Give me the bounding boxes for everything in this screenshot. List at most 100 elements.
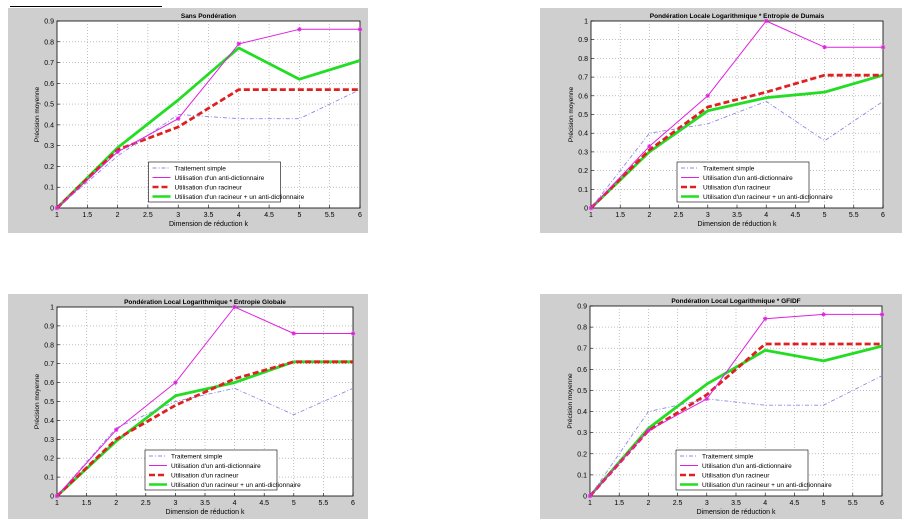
x-tick-label: 4.5 [264,212,274,219]
legend-label: Traitement simple [171,454,223,461]
series-line-utilisation-d-un-anti-dictionnaire [56,306,353,497]
series-line-utilisation-d-un-racineur [56,88,360,210]
data-point-utilisation-d-un-anti-dictionnaire [764,18,769,24]
x-tick-label: 4 [233,500,237,507]
chart-svg: 1 1.5 2 2.5 3 3.5 4 4.5 5 5.5 6 0 0.1 0.2 0.3 0.4 0.5 0.6… [34,299,356,516]
y-tick-label: 0.8 [577,325,587,332]
x-axis-label: Dimension de réduction k [698,221,777,228]
y-tick-label: 0.6 [578,93,588,100]
series-line-utilisation-d-un-anti-dictionnaire [56,28,360,209]
data-point-utilisation-d-un-anti-dictionnaire [54,205,60,211]
x-tick-label: 2 [646,500,650,507]
y-tick-label: 1 [584,19,588,26]
y-axis-label: Précision moyenne [34,86,41,142]
y-tick-label: 0.3 [44,143,54,150]
x-tick-label: 4 [237,212,241,219]
x-tick-label: 2.5 [141,500,151,507]
series-line-utilisation-d-un-racineur [56,360,353,498]
y-tick-label: 0.2 [578,168,588,175]
y-tick-label: 0.3 [44,437,54,444]
legend-label: Utilisation d'un racineur [702,473,770,480]
series-line-utilisation-d-un-racineur [590,73,883,209]
x-tick-label: 4.5 [259,500,269,507]
y-tick-label: 0.7 [44,361,54,368]
chart-panel-entropie-globale: 1 1.5 2 2.5 3 3.5 4 4.5 5 5.5 6 0 0.1 0.2 0.3 0.4 0.5 0.6… [8,294,368,519]
y-tick-label: 0 [583,494,587,501]
x-tick-label: 3.5 [200,500,210,507]
legend-label: Traitement simple [703,166,755,173]
x-tick-label: 5 [297,212,301,219]
x-tick-label: 6 [351,500,355,507]
data-point-utilisation-d-un-anti-dictionnaire [763,316,768,321]
data-point-utilisation-d-un-anti-dictionnaire [297,27,302,32]
x-tick-label: 3.5 [731,500,741,507]
x-tick-label: 3 [173,500,177,507]
x-tick-label: 1.5 [82,212,92,219]
chart-title: Sans Pondération [181,13,236,20]
legend-label: Utilisation d'un anti-dictionnaire [703,175,793,182]
y-tick-label: 0.5 [44,102,54,109]
y-tick-label: 0.2 [44,456,54,463]
x-tick-label: 5 [292,500,296,507]
x-tick-label: 1 [55,500,59,507]
data-point-utilisation-d-un-anti-dictionnaire [232,304,237,310]
y-axis-label: Précision moyenne [568,86,575,142]
x-tick-label: 6 [881,212,885,219]
data-point-utilisation-d-un-anti-dictionnaire [704,396,709,402]
series-line-traitement-simple [56,387,354,497]
y-tick-label: 0.1 [44,185,54,192]
y-tick-label: 1 [50,305,54,312]
y-axis-label: Précision moyenne [34,373,41,429]
data-point-utilisation-d-un-anti-dictionnaire [588,205,594,211]
legend-label: Utilisation d'un anti-dictionnaire [702,463,792,470]
y-tick-label: 0.6 [577,367,587,374]
y-tick-label: 0.3 [578,149,588,156]
chart-svg: 1 1.5 2 2.5 3 3.5 4 4.5 5 5.5 6 0 0.1 0.2 0.3 0.4 0.5 0.6… [34,13,363,228]
data-point-utilisation-d-un-anti-dictionnaire [647,144,652,149]
y-tick-label: 0.5 [44,399,54,406]
y-tick-label: 0.3 [577,430,587,437]
data-point-utilisation-d-un-anti-dictionnaire [236,41,241,47]
chart-panel-entropie-dumais: 1 1.5 2 2.5 3 3.5 4 4.5 5 5.5 6 0 0.1 0.2 0.3 0.4 0.5 0.6… [540,8,902,233]
legend-label: Traitement simple [702,454,754,461]
chart-panel-sans-ponderation: 1 1.5 2 2.5 3 3.5 4 4.5 5 5.5 6 0 0.1 0.2 0.3 0.4 0.5 0.6… [8,8,368,233]
y-tick-label: 0.7 [578,75,588,82]
data-point-utilisation-d-un-anti-dictionnaire [115,149,120,155]
y-tick-label: 0 [50,494,54,501]
x-tick-label: 1 [55,212,59,219]
legend-label: Utilisation d'un anti-dictionnaire [171,463,261,470]
series-line-utilisation-d-un-anti-dictionnaire [590,20,883,209]
x-axis-label: Dimension de réduction k [697,509,776,516]
x-tick-label: 2 [647,212,651,219]
x-tick-label: 3.5 [204,212,214,219]
x-tick-label: 2 [116,212,120,219]
legend-label: Utilisation d'un racineur + un anti-dict… [171,482,301,489]
y-tick-label: 0.6 [44,380,54,387]
y-tick-label: 0.8 [44,342,54,349]
y-tick-label: 0.5 [577,388,587,395]
data-point-utilisation-d-un-anti-dictionnaire [705,93,710,98]
data-point-utilisation-d-un-anti-dictionnaire [646,428,651,433]
x-tick-label: 6 [880,500,884,507]
y-tick-label: 0.1 [577,472,587,479]
legend-label: Traitement simple [175,166,227,173]
x-tick-label: 5 [823,212,827,219]
y-tick-label: 0.8 [578,56,588,63]
y-tick-label: 0.8 [44,39,54,46]
y-tick-label: 0.2 [577,451,587,458]
legend-label: Utilisation d'un racineur + un anti-dict… [703,194,833,201]
chart-title: Pondération Local Logarithmique * Entrop… [124,299,286,306]
y-tick-label: 0.9 [577,304,587,311]
y-tick-label: 0 [50,206,54,213]
x-tick-label: 4.5 [791,212,801,219]
series-line-traitement-simple [589,375,883,497]
chart-svg: 1 1.5 2 2.5 3 3.5 4 4.5 5 5.5 6 0 0.1 0.2 0.3 0.4 0.5 0.6… [568,13,886,228]
x-tick-label: 5 [822,500,826,507]
data-point-utilisation-d-un-anti-dictionnaire [176,116,181,121]
x-tick-label: 4 [763,500,767,507]
data-point-utilisation-d-un-anti-dictionnaire [350,331,356,336]
x-tick-label: 3.5 [732,212,742,219]
legend-label: Utilisation d'un racineur [171,473,239,480]
chart-title: Pondération Locale Logarithmique * Entro… [650,13,825,20]
y-tick-label: 0.7 [577,346,587,353]
